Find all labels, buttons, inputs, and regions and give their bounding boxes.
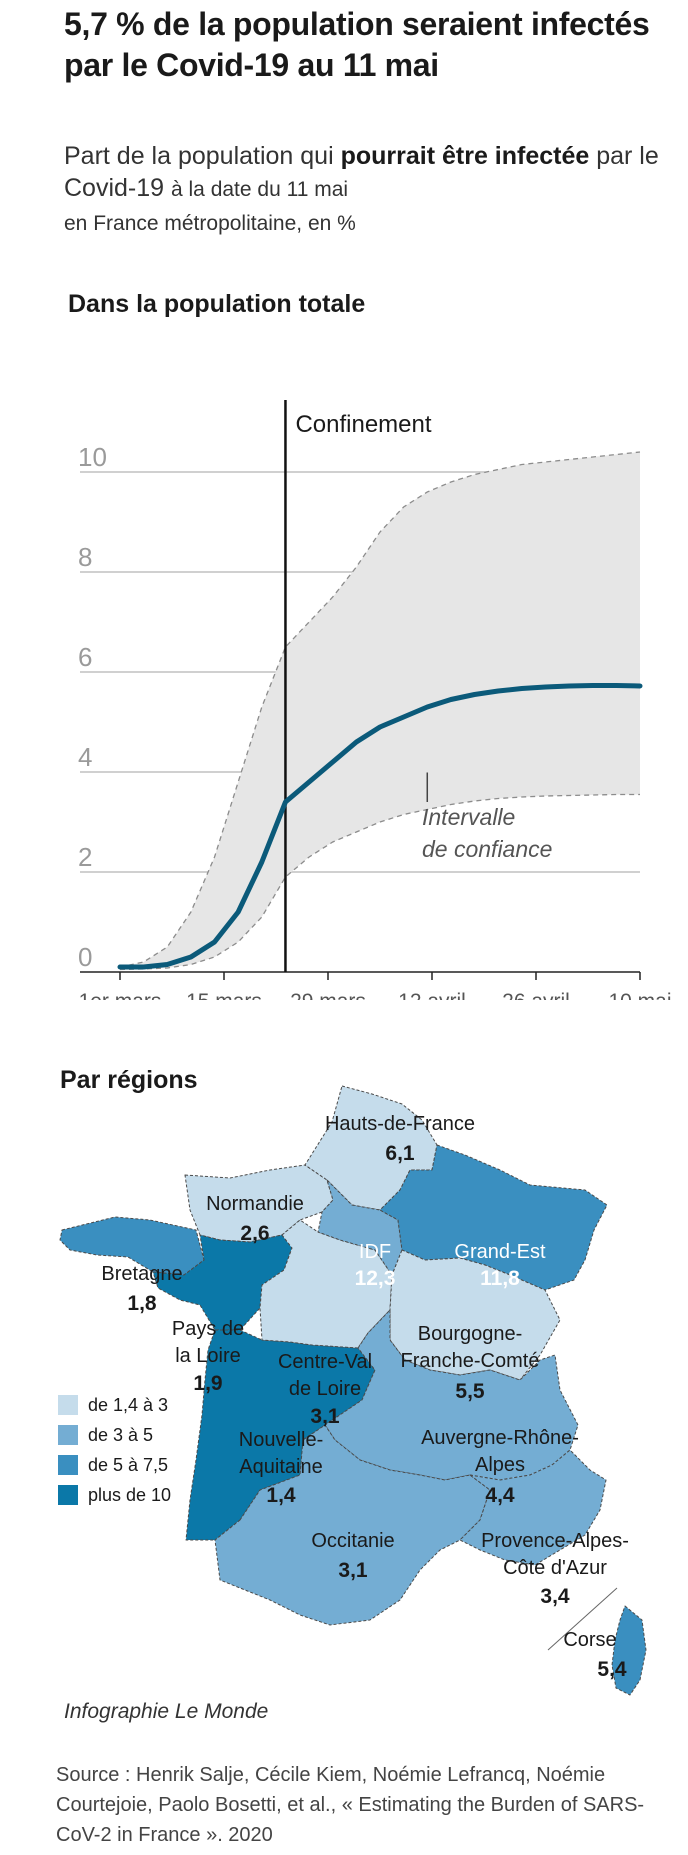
- confinement-label: Confinement: [295, 411, 431, 438]
- region-corse: [611, 1605, 647, 1696]
- region-value-label: 5,5: [455, 1380, 485, 1403]
- region-name-label: Auvergne-Rhône-: [421, 1427, 579, 1449]
- region-value-label: 3,1: [338, 1559, 368, 1582]
- page-title: 5,7 % de la population seraient infectés…: [64, 6, 650, 83]
- region-name-label: Bretagne: [101, 1263, 182, 1285]
- region-name-label: Côte d'Azur: [503, 1557, 607, 1579]
- subtitle-part: Part de la population qui: [64, 142, 341, 170]
- region-pays-de-la-loire: [152, 1234, 293, 1331]
- region-name-label: de Loire: [289, 1378, 361, 1400]
- region-name-label: IDF: [359, 1241, 391, 1263]
- x-tick-label: 15 mars: [186, 990, 262, 1000]
- region-name-label: Bourgogne-: [418, 1323, 523, 1345]
- band-upper-line: [119, 451, 641, 968]
- region-value-label: 1,9: [193, 1372, 222, 1395]
- region-value-label: 3,1: [310, 1405, 340, 1428]
- credit: Infographie Le Monde: [64, 1700, 269, 1723]
- source-note: Source : Henrik Salje, Cécile Kiem, Noém…: [56, 1764, 645, 1846]
- region-value-label: 11,8: [480, 1267, 520, 1290]
- section-title-total: Dans la population totale: [68, 290, 366, 318]
- legend-label: de 1,4 à 3: [88, 1394, 169, 1415]
- series-line: [117, 683, 643, 970]
- region-value-label: 1,4: [266, 1484, 296, 1507]
- subtitle-part: par le Covid-19: [64, 142, 659, 202]
- region-name-label: Alpes: [475, 1454, 525, 1476]
- y-tick-label: 4: [78, 742, 92, 772]
- x-tick-label: 26 avril: [502, 990, 570, 1000]
- legend-label: plus de 10: [88, 1484, 172, 1505]
- region-name-label: Aquitaine: [239, 1456, 322, 1478]
- legend-label: de 3 à 5: [88, 1424, 154, 1445]
- region-value-label: 12,3: [355, 1267, 396, 1290]
- region-name-label: Normandie: [206, 1193, 304, 1215]
- y-tick-label: 6: [78, 642, 92, 672]
- region-value-label: 5,4: [597, 1658, 627, 1681]
- region-name-label: la Loire: [175, 1345, 241, 1367]
- region-auvergne-rhone-alpes: [324, 1309, 579, 1481]
- legend-swatch: [58, 1395, 78, 1415]
- legend-swatch: [58, 1425, 78, 1445]
- region-value-label: 6,1: [385, 1142, 415, 1165]
- y-tick-label: 2: [78, 842, 92, 872]
- legend-item: de 3 à 5: [58, 1420, 171, 1450]
- region-name-label: Provence-Alpes-: [481, 1530, 629, 1552]
- region-value-label: 2,6: [240, 1222, 269, 1245]
- annotation-label: Intervalle: [422, 804, 515, 830]
- region-bretagne: [59, 1216, 205, 1276]
- x-tick-label: 10 mai: [608, 990, 671, 1000]
- region-value-label: 4,4: [485, 1484, 515, 1507]
- region-name-label: Grand-Est: [454, 1241, 546, 1263]
- legend-swatch: [58, 1485, 78, 1505]
- region-paca: [459, 1449, 607, 1566]
- x-tick-label: 12 avril: [398, 990, 466, 1000]
- region-value-label: 3,4: [540, 1585, 570, 1608]
- subtitle: Part de la population qui pourrait être …: [64, 140, 664, 240]
- region-name-label: Franche-Comté: [401, 1350, 540, 1372]
- corse-inset-divider: [547, 1587, 618, 1651]
- legend-item: de 5 à 7,5: [58, 1450, 171, 1480]
- line-chart: 0 2 4 6 8 10 1er mars 15 mars 29 mars 12 avril 26 …: [78, 400, 672, 1000]
- legend-swatch: [58, 1455, 78, 1475]
- region-name-label: Occitanie: [311, 1530, 394, 1552]
- legend-item: de 1,4 à 3: [58, 1390, 171, 1420]
- section-title-regions: Par régions: [60, 1066, 198, 1094]
- region-value-label: 1,8: [127, 1292, 157, 1315]
- confidence-band: [120, 452, 640, 970]
- subtitle-last-line: en France métropolitaine, en %: [64, 212, 356, 235]
- legend-label: de 5 à 7,5: [88, 1454, 169, 1475]
- band-lower-line: [119, 793, 640, 971]
- map-legend: de 1,4 à 3 de 3 à 5 de 5 à 7,5 plus de 1…: [58, 1390, 171, 1510]
- region-name-label: Pays de: [172, 1318, 244, 1340]
- region-grand-est: [379, 1144, 608, 1291]
- region-name-label: Centre-Val: [278, 1351, 372, 1373]
- x-tick-label: 29 mars: [290, 990, 366, 1000]
- y-tick-label: 0: [78, 942, 92, 972]
- subtitle-bold: pourrait être infectée: [340, 142, 590, 170]
- y-tick-label: 8: [78, 542, 92, 572]
- region-name-label: Corse: [563, 1629, 616, 1651]
- subtitle-small: à la date du 11 mai: [171, 178, 349, 201]
- legend-item: plus de 10: [58, 1480, 171, 1510]
- y-tick-label: 10: [78, 442, 107, 472]
- region-name-label: Nouvelle-: [239, 1429, 323, 1451]
- x-tick-label: 1er mars: [79, 990, 162, 1000]
- annotation-label: de confiance: [422, 836, 552, 862]
- region-normandie: [184, 1164, 334, 1243]
- regions-map: Hauts-de-France 6,1 Normandie 2,6 IDF 12,3 Gra…: [59, 1085, 647, 1696]
- region-name-label: Hauts-de-France: [325, 1113, 475, 1135]
- region-idf: [317, 1179, 403, 1276]
